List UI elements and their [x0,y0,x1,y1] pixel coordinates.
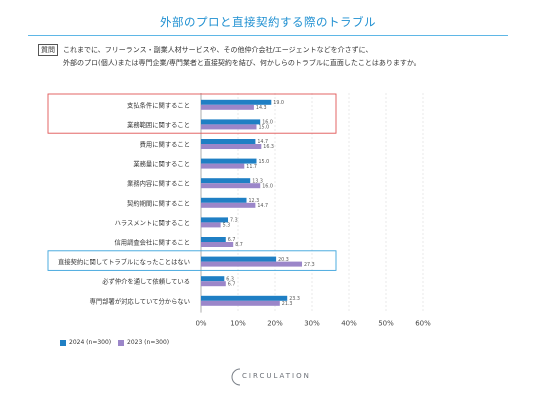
bar-2024 [201,295,288,301]
data-label: 21.3 [282,301,293,307]
data-label: 6.7 [228,281,236,287]
category-label: 費用に関すること [140,140,190,149]
category-label: 業務内容に関すること [127,179,190,188]
x-tick-label: 20% [267,320,283,328]
x-tick-label: 30% [304,320,320,328]
data-label: 14.7 [257,203,268,209]
bar-2023 [201,183,261,189]
x-tick-label: 40% [341,320,357,328]
highlight-box-red [47,93,337,134]
bar-2023 [201,242,234,247]
data-label: 16.0 [262,120,273,126]
category-label: 直接契約に関してトラブルになったことはない [58,257,190,266]
data-label: 16.3 [263,144,274,150]
circulation-logo: CIRCULATION [228,366,328,388]
category-label: 契約期間に関すること [127,198,190,207]
x-tick-label: 0% [195,320,206,328]
data-label: 8.7 [235,242,243,248]
data-label: 6.3 [226,276,234,282]
data-label: 7.3 [230,218,238,224]
bar-2024 [201,119,261,125]
title-divider [28,35,508,36]
bar-2024 [201,139,256,144]
data-label: 14.7 [257,139,268,145]
x-tick-label: 10% [230,320,246,328]
page-title: 外部のプロと直接契約する際のトラブル [160,15,376,29]
bar-2023 [201,261,303,267]
category-label: 業務量に関すること [133,159,190,168]
x-tick-label: 60% [415,320,431,328]
bar-2023 [201,163,245,169]
bar-2024 [201,217,229,223]
question-text-line-1: これまでに、フリーランス・副業人材サービスや、その他仲介会社/エージェントなどを… [63,46,373,54]
bar-2024 [201,99,272,105]
data-label: 6.7 [228,237,236,243]
bar-2023 [201,222,221,228]
logo-mark-icon [231,368,241,386]
question-text-line-2: 外部のプロ(個人)または専門企業/専門業者と直接契約を結び、何かしらのトラブルに… [63,59,421,67]
x-tick-label: 50% [378,320,394,328]
data-label: 23.3 [289,296,300,302]
legend-label-2024: 2024 (n=300) [69,339,112,346]
bar-2023 [201,104,254,110]
data-label: 12.3 [249,198,260,204]
data-label: 19.0 [273,100,284,106]
data-label: 15.0 [259,159,270,165]
legend-swatch-2024 [60,339,66,346]
data-label: 16.0 [262,183,273,189]
bar-2023 [201,300,280,306]
category-label: 支払条件に関すること [127,100,190,109]
category-label: 必ず仲介を通して依頼している [102,277,190,286]
highlight-box-blue [47,250,337,271]
bar-2023 [201,144,262,149]
question-label: 質問 [38,44,58,56]
category-label: 業務範囲に関すること [127,120,190,129]
legend-item-2024: 2024 (n=300) [60,339,111,346]
bar-2024 [201,276,225,282]
bar-2024 [201,237,226,242]
data-label: 13.3 [252,178,263,184]
data-label: 14.3 [256,105,267,111]
data-label: 20.3 [278,257,289,263]
legend-swatch-2023 [118,339,124,346]
bar-2024 [201,178,251,184]
bar-2024 [201,158,257,164]
legend-label-2023: 2023 (n=300) [127,339,170,346]
data-label: 11.7 [246,164,257,170]
category-label: ハラスメントに関すること [115,219,190,227]
logo-text: CIRCULATION [242,372,311,380]
data-label: 5.3 [223,223,231,229]
bar-2023 [201,124,257,130]
bar-2024 [201,197,247,203]
category-label: 専門部署が対応していて分からない [90,296,190,305]
legend-item-2023: 2023 (n=300) [118,339,169,346]
data-label: 27.3 [304,262,315,268]
category-label: 信用調査会社に関すること [114,238,190,247]
bar-2023 [201,281,226,287]
data-label: 15.0 [259,125,270,131]
bar-2023 [201,202,256,208]
bar-2024 [201,256,277,262]
